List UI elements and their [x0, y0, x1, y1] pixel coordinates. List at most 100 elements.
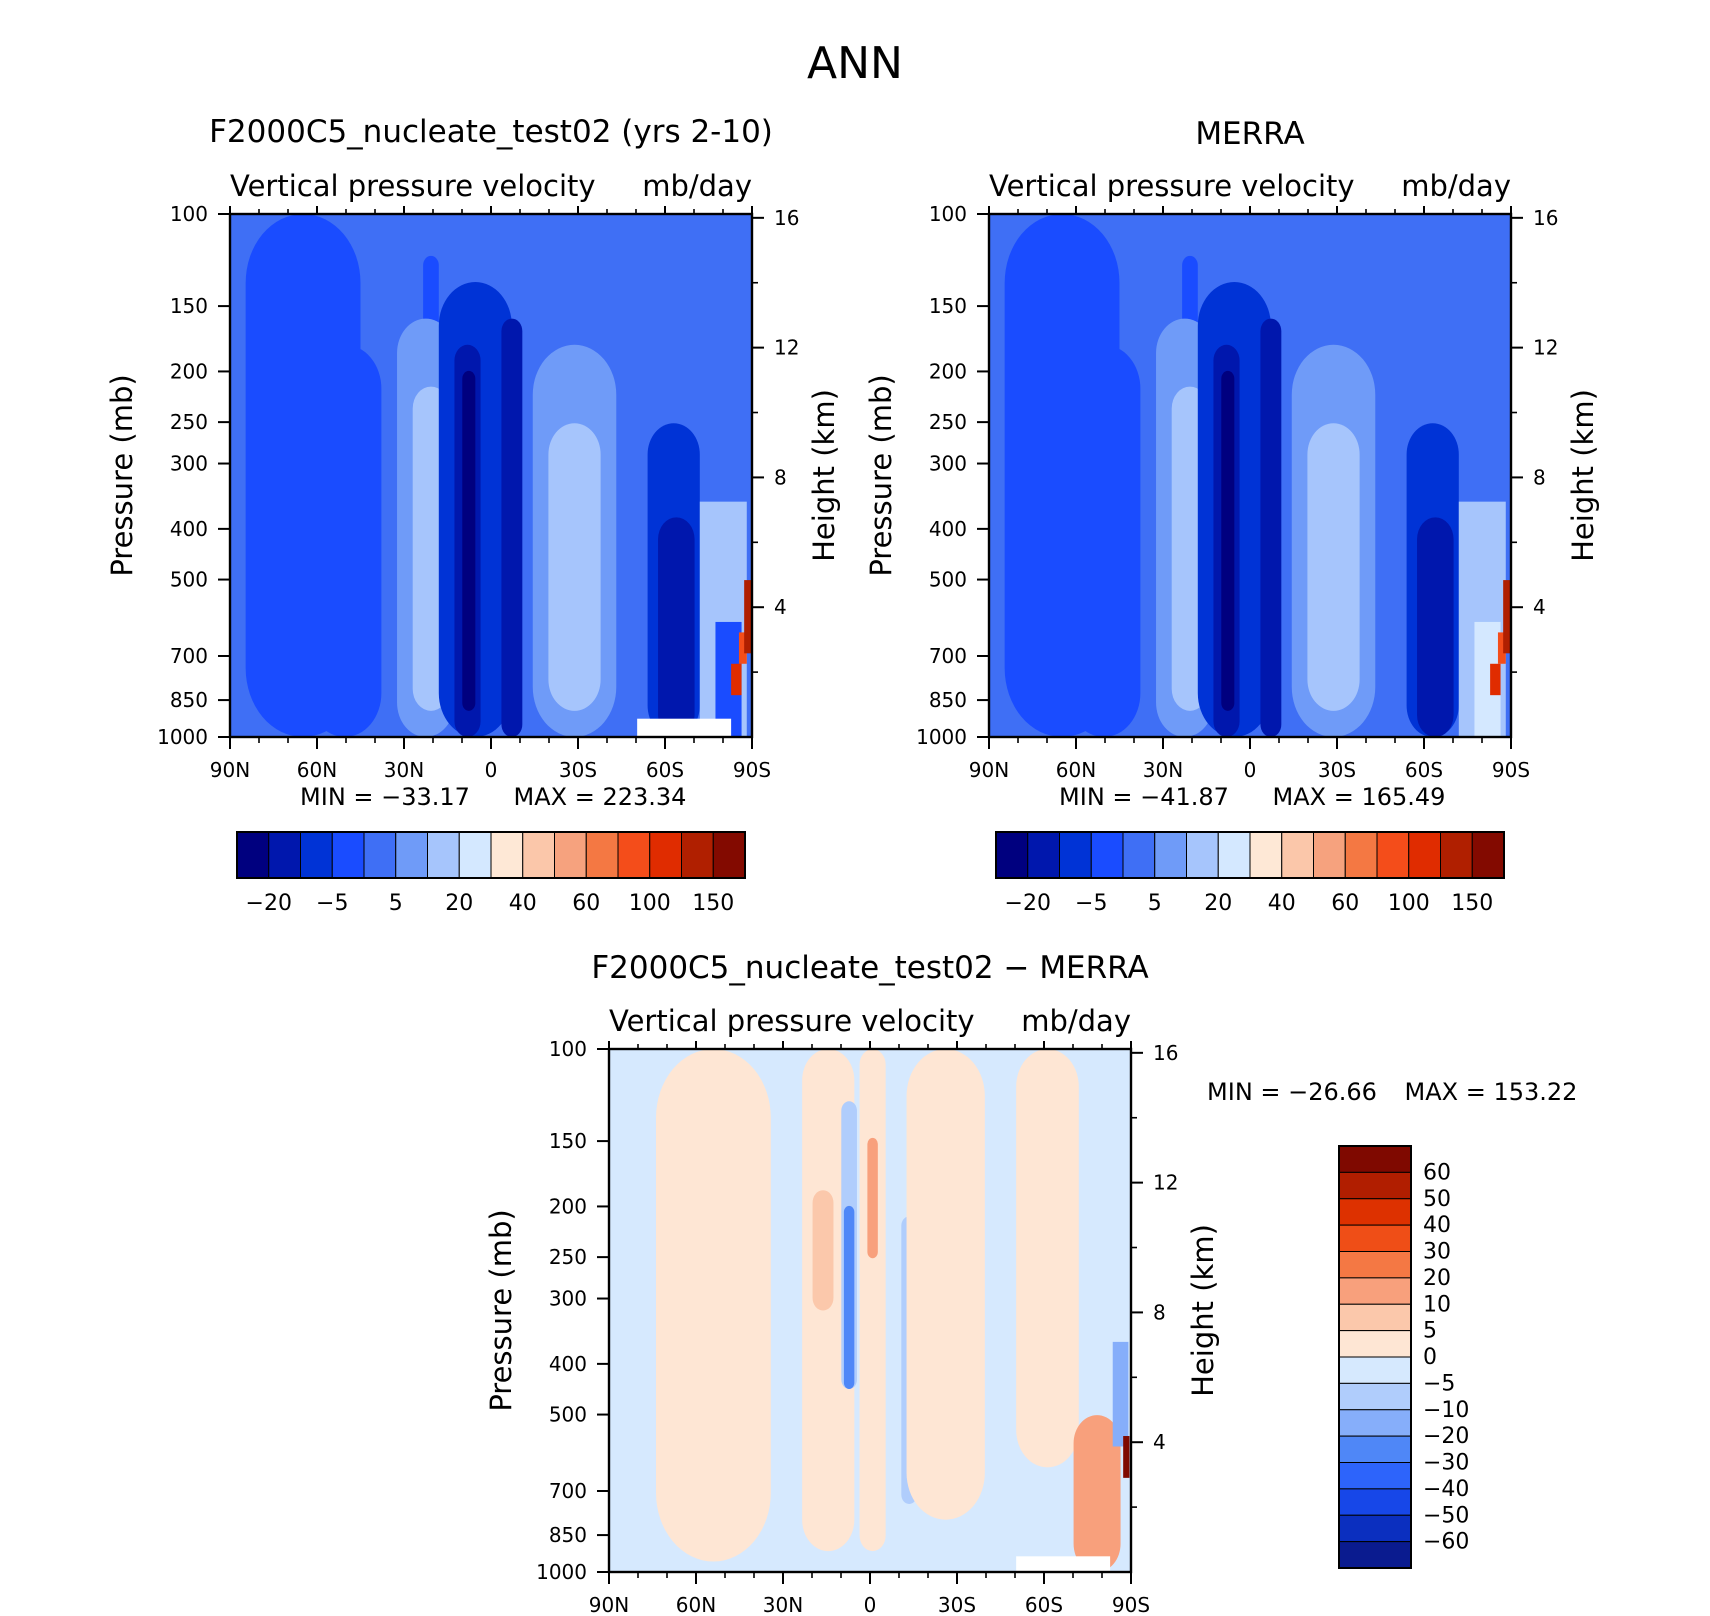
colorbar-label: 150: [692, 891, 734, 916]
colorbar-swatch: [395, 831, 428, 879]
y2-tick-label: 12: [1533, 336, 1558, 360]
y-tick-label: 200: [929, 359, 967, 383]
field-antarctic-maximum-2: [744, 580, 752, 654]
colorbar-swatch: [712, 831, 746, 879]
colorbar-swatch: [236, 831, 270, 879]
colorbar-swatch: [1059, 831, 1092, 879]
colorbar-swatch: [300, 831, 333, 879]
colorbar-swatch: [1338, 1224, 1412, 1252]
colorbar-swatch: [1313, 831, 1346, 879]
field-band-south-midlat-core: [1417, 517, 1454, 737]
colorbar-label: 100: [629, 891, 671, 916]
y-tick-label: 850: [170, 688, 208, 712]
y-tick-label: 150: [170, 294, 208, 318]
colorbar-swatch: [681, 831, 714, 879]
colorbar-swatch: [1338, 1145, 1412, 1173]
y2-tick-label: 12: [1153, 1171, 1178, 1195]
colorbar-swatch: [1338, 1277, 1412, 1305]
field-band-south-subtropics-core: [1307, 423, 1360, 711]
colorbar-swatch: [1338, 1514, 1412, 1543]
colorbar-swatch: [1338, 1251, 1412, 1279]
colorbar-swatch: [1154, 831, 1187, 879]
field-band-itcz-south: [1260, 318, 1282, 737]
y-tick-label: 400: [549, 1352, 587, 1376]
colorbar-swatch: [585, 831, 619, 879]
y2-tick-label: 16: [774, 206, 799, 230]
y2-tick-label: 8: [1153, 1300, 1166, 1324]
colorbar-swatch: [1338, 1409, 1412, 1437]
y-tick-label: 400: [170, 517, 208, 541]
colorbar-swatch: [458, 831, 492, 879]
colorbar-swatch: [427, 831, 460, 879]
field-band-negative-equator-core: [843, 1205, 855, 1389]
panel-units: mb/day: [642, 169, 752, 203]
colorbar-label: −50: [1423, 1503, 1469, 1528]
colorbar-swatch: [1338, 1382, 1412, 1411]
colorbar-label: 50: [1423, 1187, 1451, 1212]
x-tick-label: 90N: [969, 758, 1009, 782]
colorbar-obs: −20 −5 5 20 40 60 100 150: [995, 831, 1505, 916]
y-tick-label: 1000: [536, 1560, 587, 1584]
y-tick-label: 500: [170, 568, 208, 592]
y-axis-label: Pressure (mb): [105, 374, 139, 576]
field-band-itcz-max: [1221, 370, 1235, 711]
colorbar-label: 100: [1388, 891, 1430, 916]
field-band-north-midlat: [1067, 344, 1141, 737]
y-tick-label: 400: [929, 517, 967, 541]
x-tick-label: 60N: [297, 758, 337, 782]
x-tick-label: 90N: [589, 1593, 629, 1616]
x-tick-label: 60N: [676, 1593, 716, 1616]
colorbar-label: −5: [1423, 1371, 1455, 1396]
colorbar-label: −20: [1423, 1424, 1469, 1449]
x-tick-label: 60N: [1056, 758, 1096, 782]
y-tick-label: 250: [170, 410, 208, 434]
y-tick-label: 700: [170, 644, 208, 668]
x-tick-label: 30N: [763, 1593, 803, 1616]
colorbar-swatch: [1090, 831, 1124, 879]
panel-title: F2000C5_nucleate_test02 (yrs 2-10): [209, 114, 773, 150]
x-tick-label: 90S: [1112, 1593, 1150, 1616]
y2-tick-label: 16: [1153, 1041, 1178, 1065]
max-label: MAX = 153.22: [1405, 1078, 1578, 1106]
field-band-north-midlat: [308, 344, 382, 737]
colorbar-swatch: [1338, 1356, 1412, 1384]
field-missing-data: [1016, 1556, 1111, 1572]
x-tick-label: 90S: [1492, 758, 1530, 782]
y-tick-label: 200: [549, 1194, 587, 1218]
colorbar-swatch: [554, 831, 587, 879]
colorbar-frame: [236, 831, 746, 879]
colorbar-label: 20: [1204, 891, 1232, 916]
y2-tick-label: 8: [774, 465, 787, 489]
colorbar-swatch: [1338, 1171, 1412, 1200]
panel-variable: Vertical pressure velocity: [609, 1004, 975, 1038]
y-axis-label: Pressure (mb): [864, 374, 898, 576]
y-tick-label: 150: [549, 1129, 587, 1153]
field-band-south-subtropics-core: [548, 423, 601, 711]
field-band-positive-equator: [859, 1049, 886, 1552]
colorbar-swatch: [1338, 1488, 1412, 1516]
field-band-positive-south: [906, 1049, 985, 1520]
colorbar-swatch: [1186, 831, 1219, 879]
colorbar-label: −5: [316, 891, 348, 916]
y2-axis-label: Height (km): [807, 389, 841, 562]
colorbar-label: 5: [1148, 891, 1162, 916]
field-band-south-midlat-core: [658, 517, 695, 737]
field-antarctic-maximum-0: [738, 632, 747, 664]
figure-title: ANN: [807, 38, 903, 89]
min-label: MIN = −41.87: [1059, 783, 1229, 811]
colorbar-swatch: [995, 831, 1029, 879]
colorbar-label: −20: [1005, 891, 1051, 916]
field-shading: [609, 1049, 1131, 1572]
field-band-positive-tropics-core: [812, 1190, 834, 1311]
x-tick-label: 60S: [1025, 1593, 1063, 1616]
colorbar-swatch: [649, 831, 682, 879]
field-band-positive-south-midlat: [1016, 1049, 1079, 1468]
colorbar-label: −40: [1423, 1477, 1469, 1502]
colorbar-swatch: [1338, 1462, 1412, 1490]
colorbar-swatch: [617, 831, 651, 879]
colorbar-label: 60: [572, 891, 600, 916]
